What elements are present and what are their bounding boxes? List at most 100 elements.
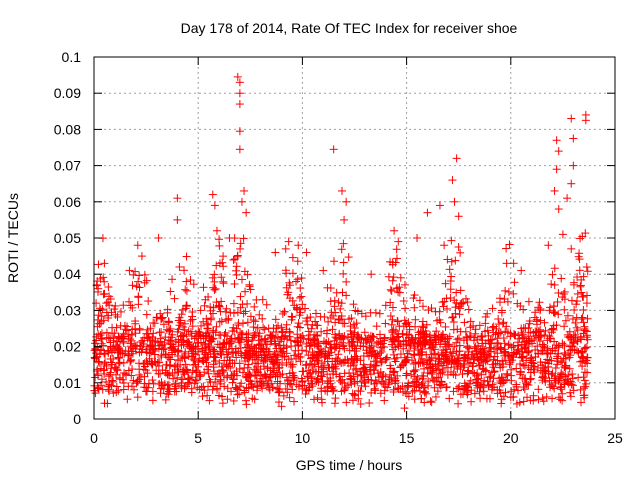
data-point [301, 361, 310, 370]
data-point [176, 318, 185, 327]
data-point [293, 304, 302, 313]
data-point [433, 387, 442, 396]
data-point [242, 343, 251, 352]
data-point [103, 399, 112, 408]
data-point-peak [340, 215, 349, 224]
data-point [319, 365, 328, 374]
x-tick-label: 20 [503, 430, 519, 446]
data-point [490, 367, 499, 376]
data-point [561, 316, 570, 325]
data-point [367, 388, 376, 397]
data-point [321, 386, 330, 395]
data-point [173, 373, 182, 382]
data-point [215, 241, 224, 250]
data-point [327, 348, 336, 357]
data-point [526, 375, 535, 384]
data-point [490, 383, 499, 392]
data-point [437, 334, 446, 343]
data-point [159, 320, 168, 329]
data-point [521, 344, 530, 353]
data-point [361, 312, 370, 321]
data-point [453, 364, 462, 373]
data-point-peak [173, 194, 182, 203]
data-point [288, 360, 297, 369]
data-point [304, 351, 313, 360]
data-point [390, 354, 399, 363]
data-point [112, 365, 121, 374]
data-point [377, 343, 386, 352]
data-point-peak [302, 248, 311, 257]
data-point [420, 364, 429, 373]
data-point [93, 365, 102, 374]
data-point [156, 334, 165, 343]
data-point [483, 377, 492, 386]
data-point [534, 395, 543, 404]
data-point [236, 244, 245, 253]
data-point [501, 286, 510, 295]
data-point-peak [235, 100, 244, 109]
data-point [370, 379, 379, 388]
data-point [397, 362, 406, 371]
data-point [574, 373, 583, 382]
data-point [119, 337, 128, 346]
data-point [286, 360, 295, 369]
data-point-peak [100, 259, 109, 268]
data-point [494, 314, 503, 323]
data-point [551, 346, 560, 355]
data-point [209, 303, 218, 312]
data-point [124, 330, 133, 339]
data-point [401, 304, 410, 313]
data-point [498, 319, 507, 328]
data-point [340, 344, 349, 353]
data-point [488, 304, 497, 313]
data-point [186, 276, 195, 285]
data-point [174, 325, 183, 334]
data-point [507, 376, 516, 385]
data-point [234, 335, 243, 344]
data-point [116, 321, 125, 330]
data-point-peak [569, 161, 578, 170]
data-point [428, 366, 437, 375]
data-point [131, 319, 140, 328]
data-point-peak [212, 226, 221, 235]
data-point [298, 367, 307, 376]
data-point [384, 272, 393, 281]
data-point [338, 319, 347, 328]
data-point [500, 295, 509, 304]
data-point [354, 394, 363, 403]
data-point [381, 319, 390, 328]
data-point [332, 288, 341, 297]
data-point [214, 302, 223, 311]
data-point [125, 297, 134, 306]
data-point [471, 342, 480, 351]
data-point [493, 338, 502, 347]
data-point [441, 279, 450, 288]
data-point [173, 352, 182, 361]
data-point [143, 387, 152, 396]
data-point [476, 350, 485, 359]
data-point [474, 374, 483, 383]
data-point [443, 354, 452, 363]
data-point [119, 358, 128, 367]
data-point [223, 384, 232, 393]
data-point [576, 282, 585, 291]
data-point [456, 248, 465, 257]
data-point [371, 308, 380, 317]
data-point [348, 396, 357, 405]
data-point [437, 351, 446, 360]
data-point [557, 385, 566, 394]
data-point [126, 357, 135, 366]
data-point [282, 320, 291, 329]
data-point [255, 329, 264, 338]
data-point [560, 322, 569, 331]
data-point [350, 324, 359, 333]
data-point [206, 337, 215, 346]
data-point [583, 368, 592, 377]
data-point [302, 360, 311, 369]
data-point [568, 374, 577, 383]
data-point [364, 333, 373, 342]
data-point [391, 377, 400, 386]
data-point [560, 362, 569, 371]
data-point [504, 287, 513, 296]
data-point [452, 298, 461, 307]
